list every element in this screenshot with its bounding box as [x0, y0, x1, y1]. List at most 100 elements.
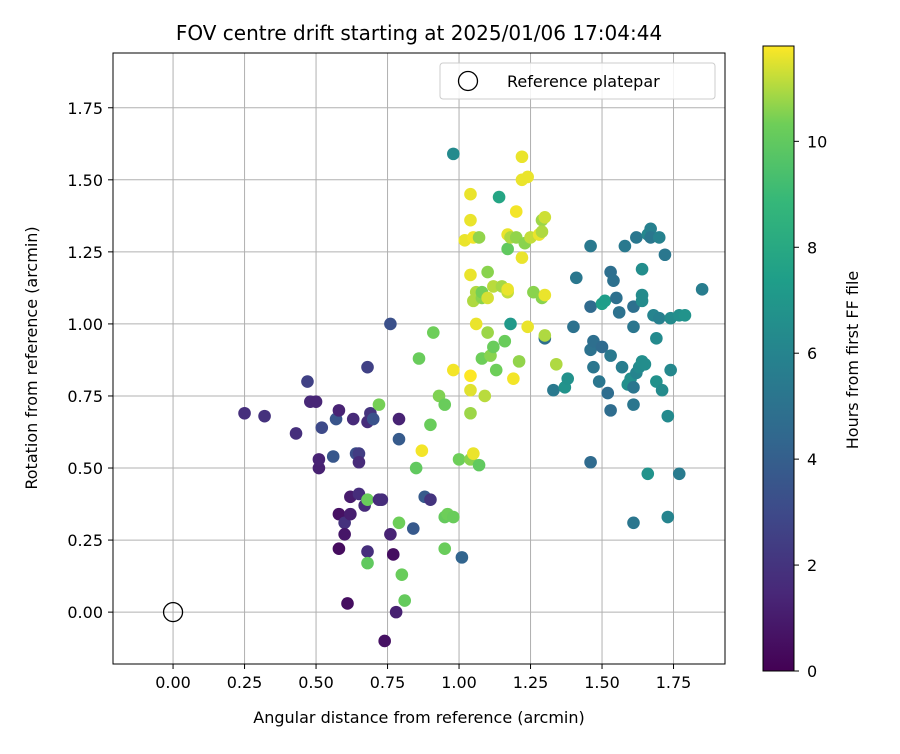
colorbar-tick-label: 0	[807, 662, 817, 681]
data-point	[341, 597, 354, 610]
x-tick-label: 1.00	[441, 673, 477, 692]
data-point	[392, 432, 406, 446]
data-point	[549, 357, 563, 371]
data-point	[415, 444, 429, 458]
data-point	[650, 332, 663, 345]
data-point	[601, 386, 615, 400]
colorbar-tick-label: 6	[807, 344, 817, 363]
data-point	[521, 170, 534, 184]
data-point	[604, 349, 617, 362]
data-point	[361, 360, 374, 374]
data-point	[412, 352, 426, 365]
data-point	[352, 447, 366, 460]
data-point	[352, 455, 366, 469]
data-point	[587, 360, 600, 374]
data-point	[386, 548, 400, 561]
data-point	[661, 409, 675, 423]
data-point	[455, 551, 469, 564]
data-point	[378, 634, 391, 648]
y-tick-label: 1.50	[67, 171, 103, 190]
data-point	[384, 528, 397, 541]
data-point	[464, 406, 477, 420]
data-point	[464, 369, 477, 383]
data-point	[501, 283, 514, 296]
data-point	[447, 147, 460, 161]
colorbar-tick-label: 8	[807, 238, 817, 257]
data-point	[395, 568, 409, 581]
data-point	[392, 412, 406, 426]
data-point	[664, 363, 677, 377]
data-point	[512, 355, 526, 368]
data-point	[612, 306, 626, 319]
y-tick-label: 1.75	[67, 99, 103, 118]
data-point	[424, 418, 437, 432]
data-point	[515, 251, 529, 264]
data-point	[409, 461, 423, 475]
y-tick-label: 1.25	[67, 243, 103, 262]
data-point	[332, 404, 346, 417]
y-tick-label: 0.00	[67, 603, 103, 622]
colorbar-label: Hours from first FF file	[843, 271, 862, 450]
data-point	[504, 317, 517, 331]
reference-platepar-marker	[162, 601, 184, 623]
data-point	[481, 265, 494, 279]
y-tick-label: 0.50	[67, 459, 103, 478]
data-points	[238, 147, 709, 648]
data-point	[521, 320, 534, 334]
data-point	[604, 404, 617, 417]
chart-title: FOV centre drift starting at 2025/01/06 …	[176, 21, 662, 45]
data-point	[361, 545, 374, 558]
data-point	[584, 300, 597, 313]
x-tick-label: 1.50	[584, 673, 620, 692]
data-point	[627, 516, 640, 530]
data-point	[489, 363, 503, 377]
data-point	[641, 467, 655, 481]
data-point	[258, 409, 271, 423]
data-point	[289, 427, 303, 440]
data-point	[438, 398, 452, 411]
colorbar-ticks: 0 2 4 6 8 10	[794, 132, 827, 681]
data-point	[315, 421, 329, 434]
data-point	[447, 510, 460, 524]
data-point	[464, 213, 477, 227]
data-point	[372, 398, 386, 411]
x-tick-label: 0.00	[155, 673, 191, 692]
data-point	[561, 372, 575, 385]
data-point	[644, 222, 657, 236]
data-point	[472, 231, 486, 244]
data-point	[538, 210, 552, 224]
data-point	[366, 412, 380, 426]
y-tick-label: 0.75	[67, 387, 103, 406]
data-point	[481, 291, 494, 305]
x-axis: 0.00 0.25 0.50 0.75 1.00 1.25 1.50 1.75	[155, 664, 691, 692]
data-point	[326, 450, 340, 463]
data-point	[547, 383, 560, 397]
data-point	[424, 493, 437, 507]
data-point	[538, 288, 552, 302]
data-point	[627, 320, 640, 334]
x-tick-label: 0.25	[227, 673, 263, 692]
legend-marker-icon	[457, 70, 479, 92]
data-point	[392, 516, 406, 530]
data-point	[389, 605, 403, 619]
data-point	[312, 453, 326, 466]
data-point	[661, 510, 675, 524]
data-point	[492, 190, 506, 204]
data-point	[312, 461, 326, 475]
data-point	[507, 372, 520, 385]
data-point	[472, 458, 486, 472]
data-point	[384, 317, 397, 331]
data-point	[478, 389, 492, 403]
data-point	[535, 225, 549, 238]
data-point	[652, 311, 666, 325]
x-tick-label: 0.50	[298, 673, 334, 692]
x-tick-label: 1.75	[656, 673, 692, 692]
colorbar: 0 2 4 6 8 10 Hours from first FF file	[762, 45, 862, 681]
y-tick-label: 1.00	[67, 315, 103, 334]
data-point	[598, 294, 612, 308]
data-point	[426, 326, 440, 339]
data-point	[592, 375, 606, 388]
data-point	[398, 594, 412, 607]
colorbar-tick-label: 2	[807, 556, 817, 575]
data-point	[630, 231, 643, 244]
